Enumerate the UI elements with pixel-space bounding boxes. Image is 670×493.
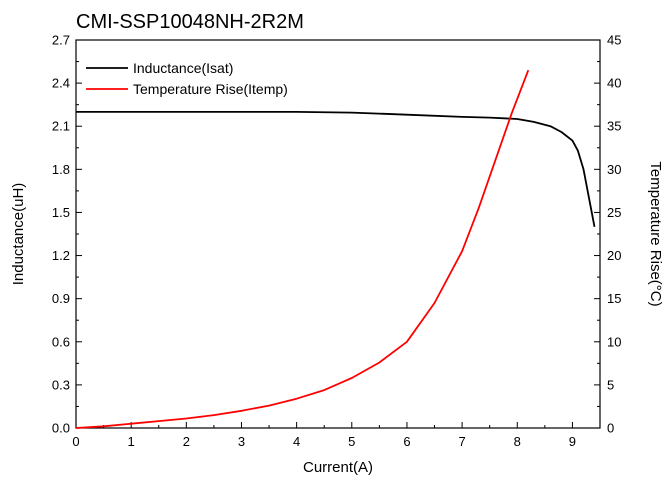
y-tick-label: 2.1 bbox=[52, 119, 70, 134]
inductance-line bbox=[76, 111, 596, 227]
x-tick-label: 3 bbox=[238, 434, 245, 449]
y2-tick-label: 15 bbox=[607, 291, 621, 306]
y-tick-label: 2.4 bbox=[52, 76, 70, 91]
y2-axis-title: Temperature Rise(°C) bbox=[647, 161, 664, 306]
y-tick-label: 0.3 bbox=[52, 377, 70, 392]
y-tick-label: 1.2 bbox=[52, 248, 70, 263]
y-axis-title: Inductance(uH) bbox=[10, 183, 27, 286]
y2-tick-label: 5 bbox=[607, 377, 614, 392]
y-tick-label: 0.0 bbox=[52, 421, 70, 436]
y2-tick-label: 35 bbox=[607, 119, 621, 134]
plot-frame bbox=[75, 39, 601, 429]
y2-tick-label: 20 bbox=[607, 248, 621, 263]
series-group bbox=[75, 69, 596, 429]
legend-label-inductance: Inductance(Isat) bbox=[133, 60, 233, 76]
legend: Inductance(Isat) Temperature Rise(Itemp) bbox=[86, 60, 288, 97]
x-tick-label: 7 bbox=[458, 434, 465, 449]
y2-tick-label: 10 bbox=[607, 334, 621, 349]
x-tick-label: 5 bbox=[348, 434, 355, 449]
y2-tick-label: 0 bbox=[607, 421, 614, 436]
x-tick-label: 4 bbox=[293, 434, 300, 449]
x-tick-label: 6 bbox=[403, 434, 410, 449]
y-tick-label: 1.5 bbox=[52, 205, 70, 220]
x-tick-label: 0 bbox=[72, 434, 79, 449]
temperature-rise-line bbox=[75, 69, 530, 429]
x-tick-label: 9 bbox=[569, 434, 576, 449]
y-tick-label: 0.9 bbox=[52, 291, 70, 306]
x-tick-label: 1 bbox=[128, 434, 135, 449]
x-tick-label: 2 bbox=[183, 434, 190, 449]
y-tick-label: 0.6 bbox=[52, 334, 70, 349]
y2-tick-label: 25 bbox=[607, 205, 621, 220]
legend-label-temperature: Temperature Rise(Itemp) bbox=[133, 81, 288, 97]
y2-tick-label: 30 bbox=[607, 162, 621, 177]
x-tick-label: 8 bbox=[514, 434, 521, 449]
y-tick-label: 1.8 bbox=[52, 162, 70, 177]
y2-tick-label: 40 bbox=[607, 76, 621, 91]
y2-tick-label: 45 bbox=[607, 33, 621, 48]
chart-title: CMI-SSP10048NH-2R2M bbox=[76, 11, 304, 33]
x-axis-title: Current(A) bbox=[303, 459, 373, 476]
y-tick-label: 2.7 bbox=[52, 33, 70, 48]
